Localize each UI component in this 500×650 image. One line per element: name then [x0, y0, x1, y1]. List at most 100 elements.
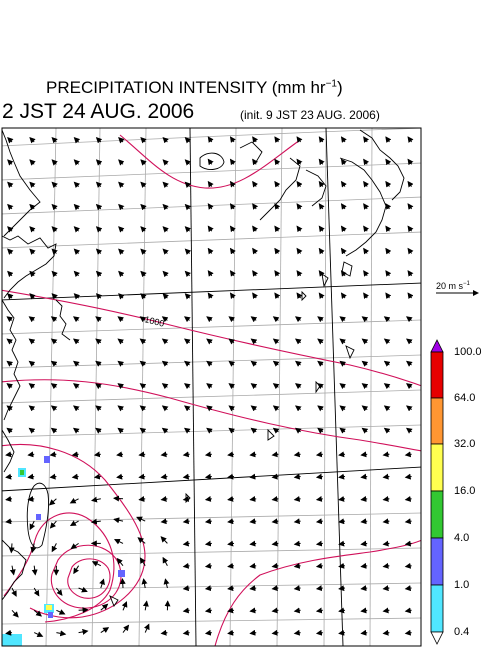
colorbar-segment-16-32	[430, 443, 444, 492]
wind-arrow	[51, 203, 58, 211]
wind-arrow	[6, 338, 13, 345]
wind-arrow	[272, 405, 280, 412]
wind-arrow	[207, 292, 214, 300]
wind-arrow	[293, 451, 301, 458]
wind-arrow	[29, 203, 36, 211]
wind-arrow	[56, 587, 63, 596]
wind-arrow	[5, 473, 13, 480]
wind-arrow	[317, 383, 324, 390]
wind-arrow	[162, 293, 169, 300]
wind-arrow	[138, 451, 146, 458]
wind-arrow	[93, 451, 101, 458]
wind-arrow	[140, 181, 147, 188]
wind-arrow	[315, 451, 323, 458]
wind-arrow	[294, 383, 302, 390]
wind-arrow	[7, 226, 14, 233]
wind-arrow	[162, 203, 169, 211]
wind-arrow	[272, 383, 280, 390]
wind-arrow	[318, 270, 325, 277]
wind-arrow	[33, 587, 40, 597]
wind-arrow	[113, 495, 124, 502]
wind-arrow	[404, 607, 412, 614]
wind-arrow	[184, 159, 192, 166]
wind-arrow	[73, 293, 81, 300]
wind-arrow	[339, 316, 347, 323]
wind-arrow	[404, 585, 412, 592]
isobar-label-1000: 1000	[144, 314, 166, 329]
wind-arrow	[315, 495, 323, 502]
wind-arrow	[138, 473, 146, 480]
wind-arrow	[249, 562, 257, 569]
wind-arrow	[73, 338, 80, 345]
wind-arrow	[95, 405, 102, 412]
wind-arrow	[340, 247, 347, 255]
wind-arrow	[315, 585, 323, 592]
wind-arrow	[315, 473, 323, 480]
wind-arrow	[160, 495, 168, 502]
wind-arrow	[29, 181, 36, 188]
wind-arrow	[271, 562, 279, 569]
wind-arrow	[293, 585, 301, 592]
wind-arrow	[405, 383, 413, 390]
wind-arrow	[50, 427, 58, 434]
wind-arrow	[73, 405, 80, 412]
wind-arrow	[118, 159, 125, 166]
wind-arrow	[315, 540, 323, 547]
wind-arrow	[318, 292, 325, 300]
wind-arrow	[118, 270, 125, 278]
wind-arrow	[318, 247, 325, 255]
wind-arrow	[51, 248, 58, 255]
wind-arrow	[162, 159, 169, 166]
wind-arrow	[27, 473, 35, 480]
wind-arrow	[227, 473, 235, 480]
wind-arrow	[294, 405, 302, 412]
wind-arrow	[363, 203, 370, 210]
wind-arrow	[338, 518, 346, 525]
wind-arrow	[249, 451, 257, 458]
wind-arrow	[340, 136, 347, 143]
wind-arrow	[118, 293, 125, 300]
wind-arrow	[29, 136, 36, 144]
wind-arrow	[73, 159, 81, 166]
wind-arrow	[227, 518, 235, 525]
wind-arrow	[5, 629, 13, 636]
wind-arrow	[339, 383, 347, 390]
wind-arrow	[49, 520, 57, 529]
wind-arrow	[382, 495, 390, 502]
wind-arrow	[184, 427, 191, 434]
wind-arrow	[385, 136, 392, 143]
wind-arrow	[228, 383, 235, 390]
wind-arrow	[361, 316, 369, 323]
wind-arrow	[363, 158, 370, 166]
wind-arrow	[227, 495, 235, 502]
wind-arrow	[117, 316, 124, 323]
wind-arrow	[338, 562, 346, 569]
wind-arrow	[252, 225, 259, 233]
wind-arrow	[184, 293, 192, 300]
wind-arrow	[50, 383, 58, 390]
wind-arrow	[229, 247, 236, 255]
wind-arrow	[118, 226, 125, 233]
wind-arrow	[163, 578, 170, 589]
wind-arrow	[51, 136, 58, 144]
wind-arrow	[404, 518, 412, 525]
wind-arrow	[405, 360, 413, 367]
wind-arrow	[382, 562, 390, 569]
colorbar-segment-64-100	[430, 351, 444, 399]
colorbar-label-100: 100.0	[454, 346, 482, 358]
wind-arrow	[229, 292, 236, 300]
colorbar-label-0.4: 0.4	[454, 626, 470, 638]
wind-arrow	[360, 607, 368, 614]
wind-arrow	[90, 518, 101, 525]
colorbar-segment-1-4	[430, 537, 444, 586]
wind-arrow	[271, 585, 279, 592]
wind-arrow	[162, 248, 169, 255]
wind-arrow	[361, 405, 369, 412]
wind-arrow	[360, 562, 368, 569]
wind-arrow	[407, 225, 414, 233]
wind-arrow	[407, 136, 414, 143]
wind-arrow	[162, 270, 169, 278]
wind-arrow	[78, 586, 88, 593]
wind-arrow	[182, 585, 190, 592]
wind-arrow	[228, 338, 235, 345]
